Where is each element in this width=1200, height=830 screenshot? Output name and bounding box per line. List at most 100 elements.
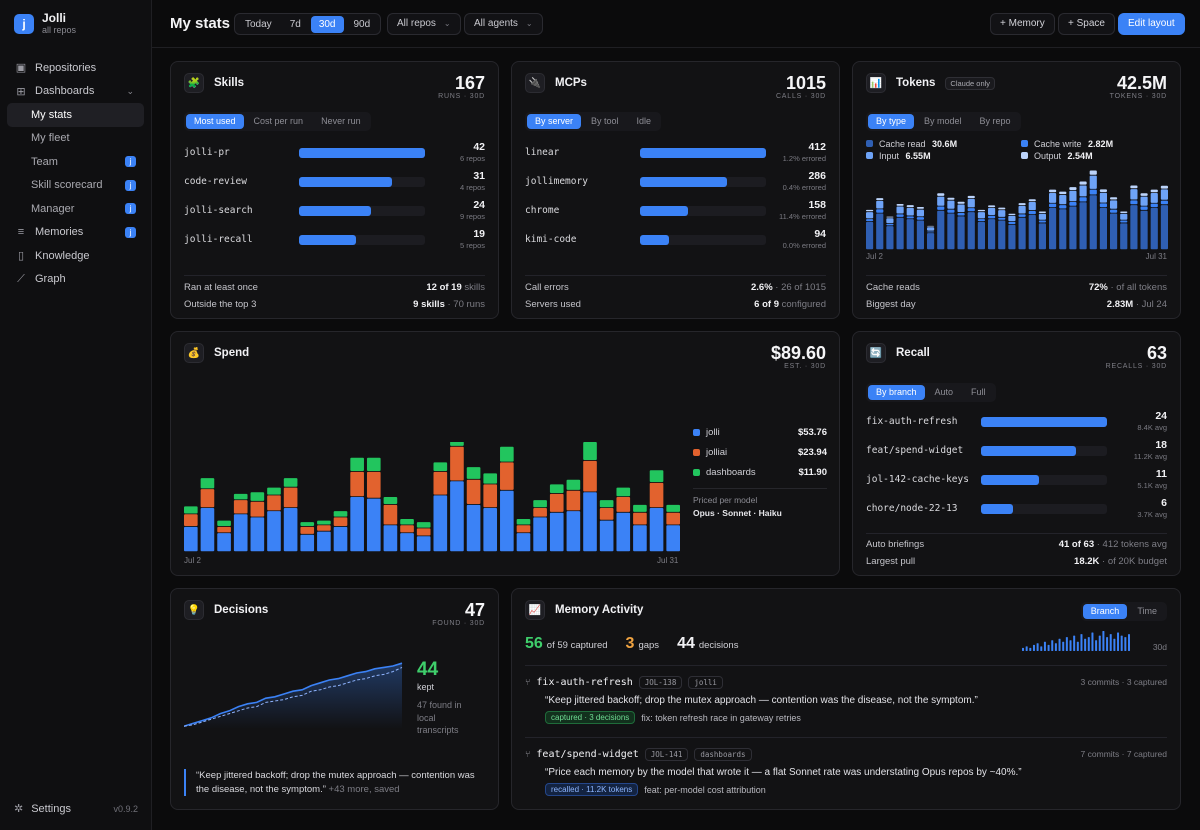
decisions-value: 44 — [677, 635, 695, 652]
row-value: 31 — [473, 170, 485, 182]
quote-more[interactable]: +43 more, saved — [328, 783, 400, 795]
bar-segment-cache-write — [866, 219, 874, 222]
bar-segment-jolliai — [500, 462, 514, 490]
row-label: jollimemory — [525, 176, 588, 187]
bar-track — [640, 206, 766, 216]
sidebar-item-skill-scorecard[interactable]: Skill scorecard j — [7, 174, 144, 198]
decision-quote: “Keep jittered backoff; drop the mutex a… — [184, 769, 484, 796]
recall-row[interactable]: jol-142-cache-keys 11 5.1K avg — [866, 468, 1167, 496]
footer-label: Servers used — [525, 299, 581, 310]
range-90d[interactable]: 90d — [353, 18, 371, 30]
add-space-button[interactable]: + Space — [1058, 13, 1115, 35]
tab-cost-per-run[interactable]: Cost per run — [253, 116, 304, 126]
bar-segment-dashboards — [666, 504, 680, 512]
bar-segment-output — [1120, 211, 1128, 213]
footer-label: Auto briefings — [866, 539, 925, 550]
money-bag-icon: 💰 — [184, 343, 204, 363]
time-range-selector: Today 7d 30d 90d — [234, 13, 382, 35]
tab-branch[interactable]: Branch — [1082, 604, 1128, 619]
mcp-row[interactable]: linear 412 1.2% errored — [525, 141, 826, 169]
decisions-card: 💡 Decisions 47 FOUND · 30D 44 kept 47 foun… — [170, 588, 499, 810]
row-label: code-review — [184, 176, 247, 187]
row-label: linear — [525, 147, 560, 158]
bar-segment-jolliai — [400, 525, 414, 533]
edit-layout-button[interactable]: Edit layout — [1118, 13, 1185, 35]
bar-segment-cache-write — [998, 217, 1006, 220]
branch-icon: ⑂ — [525, 749, 531, 759]
tab-by-repo[interactable]: By repo — [979, 116, 1011, 126]
tab-time[interactable]: Time — [1137, 606, 1157, 616]
branch-name[interactable]: feat/spend-widget — [536, 748, 639, 760]
footer-note: configured — [781, 299, 826, 310]
memory-activity-card: 📈 Memory Activity Branch Time 56 of 59 ca… — [511, 588, 1181, 810]
recall-row[interactable]: fix-auth-refresh 24 8.4K avg — [866, 410, 1167, 438]
skill-row[interactable]: jolli-search 24 9 repos — [184, 199, 485, 227]
bar-segment-jolliai — [283, 487, 298, 508]
range-today[interactable]: Today — [245, 18, 272, 30]
skill-row[interactable]: jolli-pr 42 6 repos — [184, 141, 485, 169]
row-subtext: 4 repos — [459, 183, 485, 192]
tab-auto[interactable]: Auto — [934, 387, 954, 397]
bar-segment-input — [1140, 196, 1148, 206]
skill-row[interactable]: jolli-recall 19 5 repos — [184, 228, 485, 256]
mcp-row[interactable]: jollimemory 286 0.4% errored — [525, 170, 826, 198]
add-memory-button[interactable]: + Memory — [990, 13, 1055, 35]
footer-value: 6 of 9 — [754, 299, 779, 310]
recall-row[interactable]: chore/node-22-13 6 3.7K avg — [866, 497, 1167, 525]
recall-row[interactable]: feat/spend-widget 18 11.2K avg — [866, 439, 1167, 467]
tab-idle[interactable]: Idle — [636, 116, 652, 126]
sidebar-item-my-stats[interactable]: My stats — [7, 103, 144, 127]
bar-segment-input — [906, 207, 914, 216]
skill-row[interactable]: code-review 31 4 repos — [184, 170, 485, 198]
tokens-card: 📊 Tokens Claude only 42.5M TOKENS · 30D By … — [852, 61, 1181, 319]
sidebar-item-my-fleet[interactable]: My fleet — [7, 127, 144, 151]
tab-by-type[interactable]: By type — [868, 114, 915, 129]
card-title: Decisions — [214, 604, 269, 616]
row-value: 24 — [473, 199, 485, 211]
bar-segment-input — [1059, 194, 1067, 205]
sidebar-item-dashboards[interactable]: ⊞ Dashboards ⌄ — [7, 80, 144, 104]
sidebar-item-knowledge[interactable]: ▯ Knowledge — [7, 244, 144, 268]
bar-segment-cache-write — [1150, 203, 1158, 208]
tab-full[interactable]: Full — [971, 387, 986, 397]
bar-segment-output — [977, 209, 985, 212]
settings-link[interactable]: ✲ Settings v0.9.2 — [14, 802, 138, 816]
memory-entry[interactable]: ⑂ feat/spend-widget JOL-141 dashboards 7… — [525, 737, 1167, 796]
sidebar-item-manager[interactable]: Manager j — [7, 197, 144, 221]
brand[interactable]: j Jolli all repos — [14, 12, 76, 35]
sidebar-item-graph[interactable]: ⟋ Graph — [7, 268, 144, 292]
range-7d[interactable]: 7d — [289, 18, 301, 30]
memory-entry[interactable]: ⑂ fix-auth-refresh JOL-138 jolli 3 commi… — [525, 665, 1167, 724]
agent-filter-dropdown[interactable]: All agents ⌄ — [464, 13, 543, 35]
sidebar-item-team[interactable]: Team j — [7, 150, 144, 174]
bar-segment-cache-read — [967, 212, 975, 250]
sparkline-bar — [1087, 637, 1090, 651]
commit-message: fix: token refresh race in gateway retri… — [641, 712, 801, 723]
bar-track — [299, 235, 425, 245]
sidebar-item-repositories[interactable]: ▣ Repositories — [7, 56, 144, 80]
bar-segment-cache-read — [937, 210, 945, 250]
skills-tabs: Most used Cost per run Never run — [184, 112, 371, 131]
tab-most-used[interactable]: Most used — [186, 114, 244, 129]
mcp-row[interactable]: chrome 158 11.4% errored — [525, 199, 826, 227]
bar-fill — [640, 177, 727, 187]
repo-filter-dropdown[interactable]: All repos ⌄ — [387, 13, 461, 35]
bar-segment-cache-read — [1099, 207, 1107, 250]
bar-segment-cache-write — [1049, 203, 1057, 208]
bar-segment-input — [1099, 192, 1107, 203]
tab-by-branch[interactable]: By branch — [868, 385, 925, 400]
legend-value: $23.94 — [797, 446, 827, 458]
bar-segment-input — [1160, 189, 1168, 200]
sidebar-item-memories[interactable]: ≡ Memories j — [7, 221, 144, 245]
tab-by-server[interactable]: By server — [527, 114, 582, 129]
x-axis-start: Jul 2 — [866, 252, 883, 261]
bar-segment-input — [957, 204, 965, 213]
bar-segment-jolliai — [649, 482, 664, 508]
footer-value: 9 skills — [413, 299, 445, 310]
range-30d[interactable]: 30d — [310, 15, 344, 33]
mcp-row[interactable]: kimi-code 94 0.0% errored — [525, 228, 826, 256]
tab-by-tool[interactable]: By tool — [591, 116, 619, 126]
tab-by-model[interactable]: By model — [924, 116, 962, 126]
branch-name[interactable]: fix-auth-refresh — [536, 676, 633, 688]
tab-never-run[interactable]: Never run — [321, 116, 361, 126]
